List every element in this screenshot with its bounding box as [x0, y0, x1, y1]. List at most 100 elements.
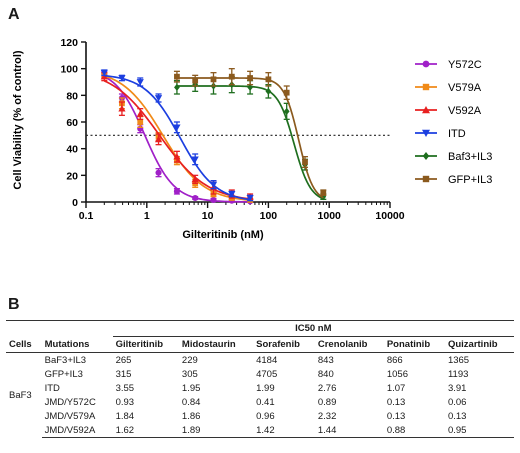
column-header: Ponatinib [383, 336, 445, 353]
x-tick-label: 10000 [375, 210, 404, 222]
legend-item-itd: ITD [415, 128, 466, 140]
ic50-table: IC50 nM Cells Mutations Gilteritinib Midost… [6, 320, 514, 438]
ic50-value-cell: 0.41 [256, 396, 275, 408]
x-tick-label: 0.1 [79, 210, 94, 222]
data-point-v592a [154, 135, 163, 143]
legend-marker [422, 129, 430, 137]
ic50-value-cell: 1.44 [314, 423, 384, 438]
legend-item-y572c: Y572C [415, 59, 482, 71]
ic50-value-cell: 0.84 [181, 396, 201, 408]
legend-label: Baf3+IL3 [448, 151, 492, 163]
data-point-y572c [192, 194, 199, 202]
table-row: JMD/V592A 1.62 1.89 1.42 1.44 0.88 0.95 [6, 423, 514, 438]
ic50-value-cell: 1365 [447, 354, 470, 366]
data-point-itd [100, 69, 108, 77]
data-point-gfp-il3 [210, 76, 217, 83]
table-row: GFP+IL3 315 305 4705 840 1056 1193 [6, 367, 514, 381]
mutation-cell: JMD/V592A [41, 423, 113, 438]
ic50-value-cell: 1056 [386, 368, 408, 380]
table-row: JMD/V579A 1.84 1.86 0.96 2.32 0.13 0.13 [6, 409, 514, 423]
panel-b-label: B [8, 296, 20, 313]
y-axis-label: Cell Viability (% of control) [12, 50, 24, 189]
column-header: Mutations [41, 336, 113, 353]
legend-marker [422, 175, 430, 183]
ic50-value-cell: 315 [115, 368, 132, 380]
legend-marker [422, 83, 430, 91]
ic50-value-cell: 1.84 [115, 410, 135, 422]
data-point-gfp-il3 [283, 89, 290, 96]
legend-item-gfp-il3: GFP+IL3 [415, 174, 492, 186]
y-tick-label: 20 [66, 170, 78, 182]
ic50-value-cell: 0.13 [386, 410, 406, 422]
ic50-value-cell: 1.99 [256, 382, 275, 394]
legend: Y572C V579A V592A ITD Baf3+IL3 GFP+IL3 [415, 59, 492, 186]
x-axis-label: Gilteritinib (nM) [182, 229, 264, 241]
ic50-value-cell: 0.96 [256, 410, 275, 422]
data-point-gfp-il3 [320, 189, 327, 196]
y-tick-label: 120 [60, 37, 78, 49]
mutation-cell: BaF3+IL3 [44, 354, 87, 366]
data-point-itd [136, 79, 144, 86]
data-point-gfp-il3 [174, 73, 180, 80]
data-point-itd [246, 195, 254, 202]
legend-label: V592A [448, 105, 482, 117]
x-tick-label: 100 [260, 210, 278, 222]
legend-item-v592a: V592A [415, 105, 482, 117]
ic50-value-cell: 305 [181, 368, 198, 380]
data-point-baf3-il3 [283, 107, 290, 115]
legend-marker [422, 152, 430, 160]
data-point-itd [228, 191, 236, 198]
x-tick-label: 10 [202, 210, 214, 222]
ic50-value-cell: 1.42 [253, 423, 315, 438]
data-point-baf3-il3 [174, 83, 180, 91]
series-layer [100, 68, 327, 205]
ic50-value-cell: 4184 [256, 354, 278, 366]
data-point-v592a [136, 110, 144, 117]
data-point-y572c [155, 169, 162, 176]
y-tick-label: 100 [60, 64, 78, 76]
ic50-value-cell: 1193 [447, 368, 469, 380]
mutation-cell: ITD [44, 382, 60, 394]
data-point-itd [173, 124, 181, 131]
column-header: Sorafenib [253, 336, 315, 353]
axes: 0 20 40 60 80 100 120 0.1 1 10 100 1000 10000 [60, 37, 404, 222]
dose-response-chart: 0 20 40 60 80 100 120 0.1 1 10 100 1000 10000 Y572C V… [12, 37, 492, 241]
x-tick-label: 1 [144, 210, 150, 222]
data-point-itd [118, 75, 126, 82]
legend-label: Y572C [448, 59, 482, 71]
series-itd [100, 69, 254, 202]
mutation-cell: JMD/V579A [44, 410, 96, 422]
data-point-v579a [137, 119, 144, 125]
data-point-gfp-il3 [265, 76, 272, 83]
ic50-value-cell: 265 [115, 354, 132, 366]
data-point-baf3-il3 [265, 87, 272, 95]
legend-marker [422, 60, 430, 68]
mutation-cell: JMD/Y572C [44, 396, 96, 408]
legend-marker [422, 106, 430, 114]
data-point-gfp-il3 [228, 73, 235, 80]
ic50-value-cell: 0.13 [447, 410, 467, 422]
ic50-value-cell: 1.95 [181, 382, 201, 394]
table-row: ITD 3.55 1.95 1.99 2.76 1.07 3.91 [6, 381, 514, 395]
cell-line-label: BaF3 [9, 389, 32, 401]
ic50-header: IC50 nM [112, 320, 514, 337]
data-point-itd [154, 95, 163, 102]
ic50-value-cell: 843 [317, 354, 334, 366]
legend-label: ITD [448, 128, 466, 140]
data-point-gfp-il3 [247, 75, 253, 81]
ic50-value-cell: 1.86 [181, 410, 201, 422]
data-point-gfp-il3 [302, 159, 308, 165]
ic50-value-cell: 866 [386, 354, 403, 366]
table-blank-head [6, 320, 113, 337]
ic50-value-cell: 0.89 [317, 396, 337, 408]
ic50-value-cell: 840 [317, 368, 334, 380]
data-point-baf3-il3 [247, 83, 253, 91]
ic50-value-cell: 1.07 [386, 382, 406, 394]
data-point-itd [209, 181, 218, 189]
column-header: Crenolanib [314, 336, 384, 353]
panel-a-label: A [8, 6, 20, 23]
ic50-value-cell: 1.89 [178, 423, 254, 438]
column-header: Gilteritinib [112, 336, 179, 353]
column-header: Cells [6, 336, 42, 353]
series-gfp-il3 [173, 68, 327, 199]
